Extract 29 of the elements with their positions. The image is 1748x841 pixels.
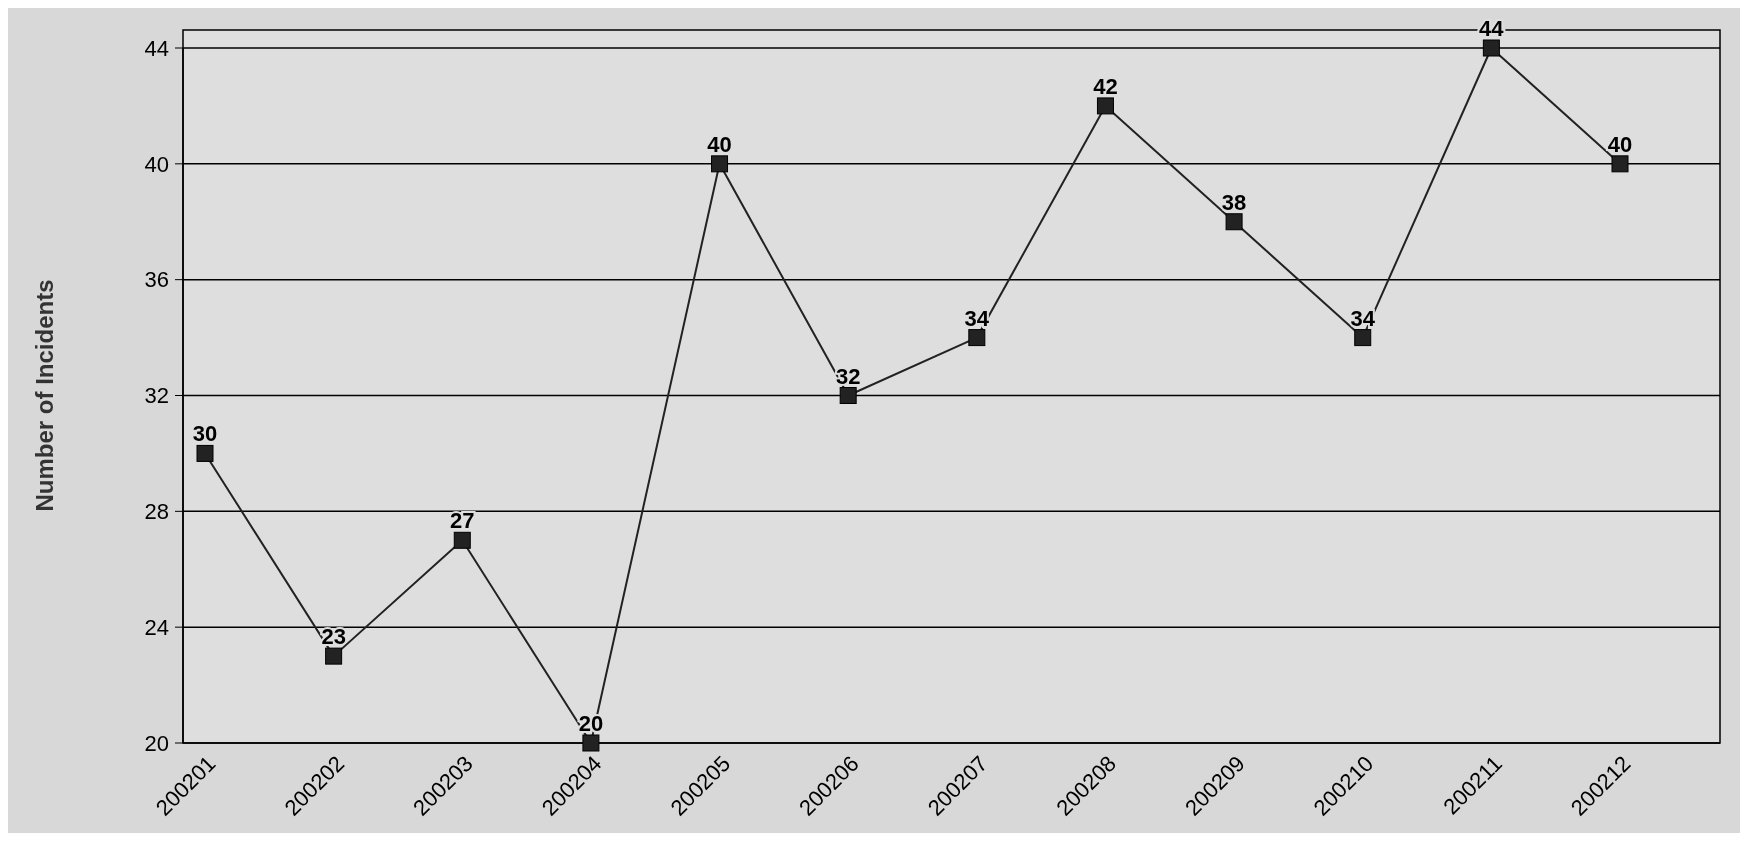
point (1611, 155, 1629, 173)
point (1482, 39, 1500, 57)
point (968, 329, 986, 347)
data-label: 42 (1093, 73, 1118, 99)
y-tick-label: 40 (144, 151, 169, 177)
point (582, 734, 600, 752)
point (839, 387, 857, 404)
data-label: 23 (321, 624, 346, 650)
data-label: 34 (964, 305, 990, 331)
data-label: 40 (1607, 131, 1633, 157)
y-tick-label: 28 (144, 499, 169, 525)
y-tick-label: 20 (144, 730, 169, 756)
point (196, 444, 214, 462)
y-tick-label: 32 (144, 383, 169, 409)
data-label: 38 (1221, 189, 1247, 215)
y-axis-title: Number of Incidents (31, 279, 58, 512)
data-label: 40 (707, 131, 732, 157)
data-label: 27 (450, 508, 475, 534)
point (1225, 213, 1243, 231)
y-tick-label: 24 (144, 614, 169, 640)
data-label: 32 (835, 363, 861, 389)
point (325, 647, 343, 665)
y-tick-label: 44 (144, 35, 169, 61)
point (453, 531, 471, 549)
y-tick-label: 36 (144, 267, 169, 293)
point (711, 155, 729, 173)
point (1096, 97, 1114, 115)
point (1354, 329, 1372, 347)
data-label: 30 (192, 421, 218, 447)
